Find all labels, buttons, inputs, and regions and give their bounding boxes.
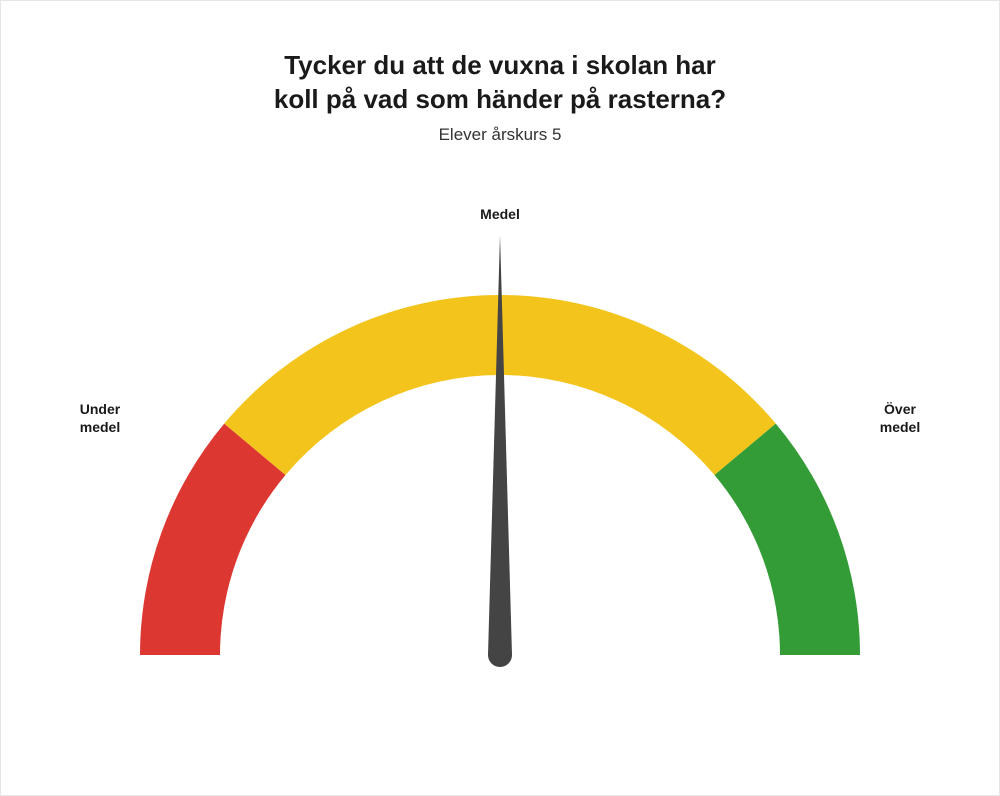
gauge-label-over-medel: Över medel [870,400,930,436]
chart-subtitle: Elever årskurs 5 [439,125,562,145]
gauge-label-under-medel: Under medel [70,400,130,436]
title-line-1: Tycker du att de vuxna i skolan har [284,50,716,80]
gauge-label-medel: Medel [480,205,520,223]
gauge-wrapper: Under medel Medel Över medel [70,185,930,725]
title-line-2: koll på vad som händer på rasterna? [274,84,726,114]
gauge-chart [70,185,930,725]
chart-title: Tycker du att de vuxna i skolan har koll… [274,49,726,117]
chart-container: Tycker du att de vuxna i skolan har koll… [1,1,999,795]
